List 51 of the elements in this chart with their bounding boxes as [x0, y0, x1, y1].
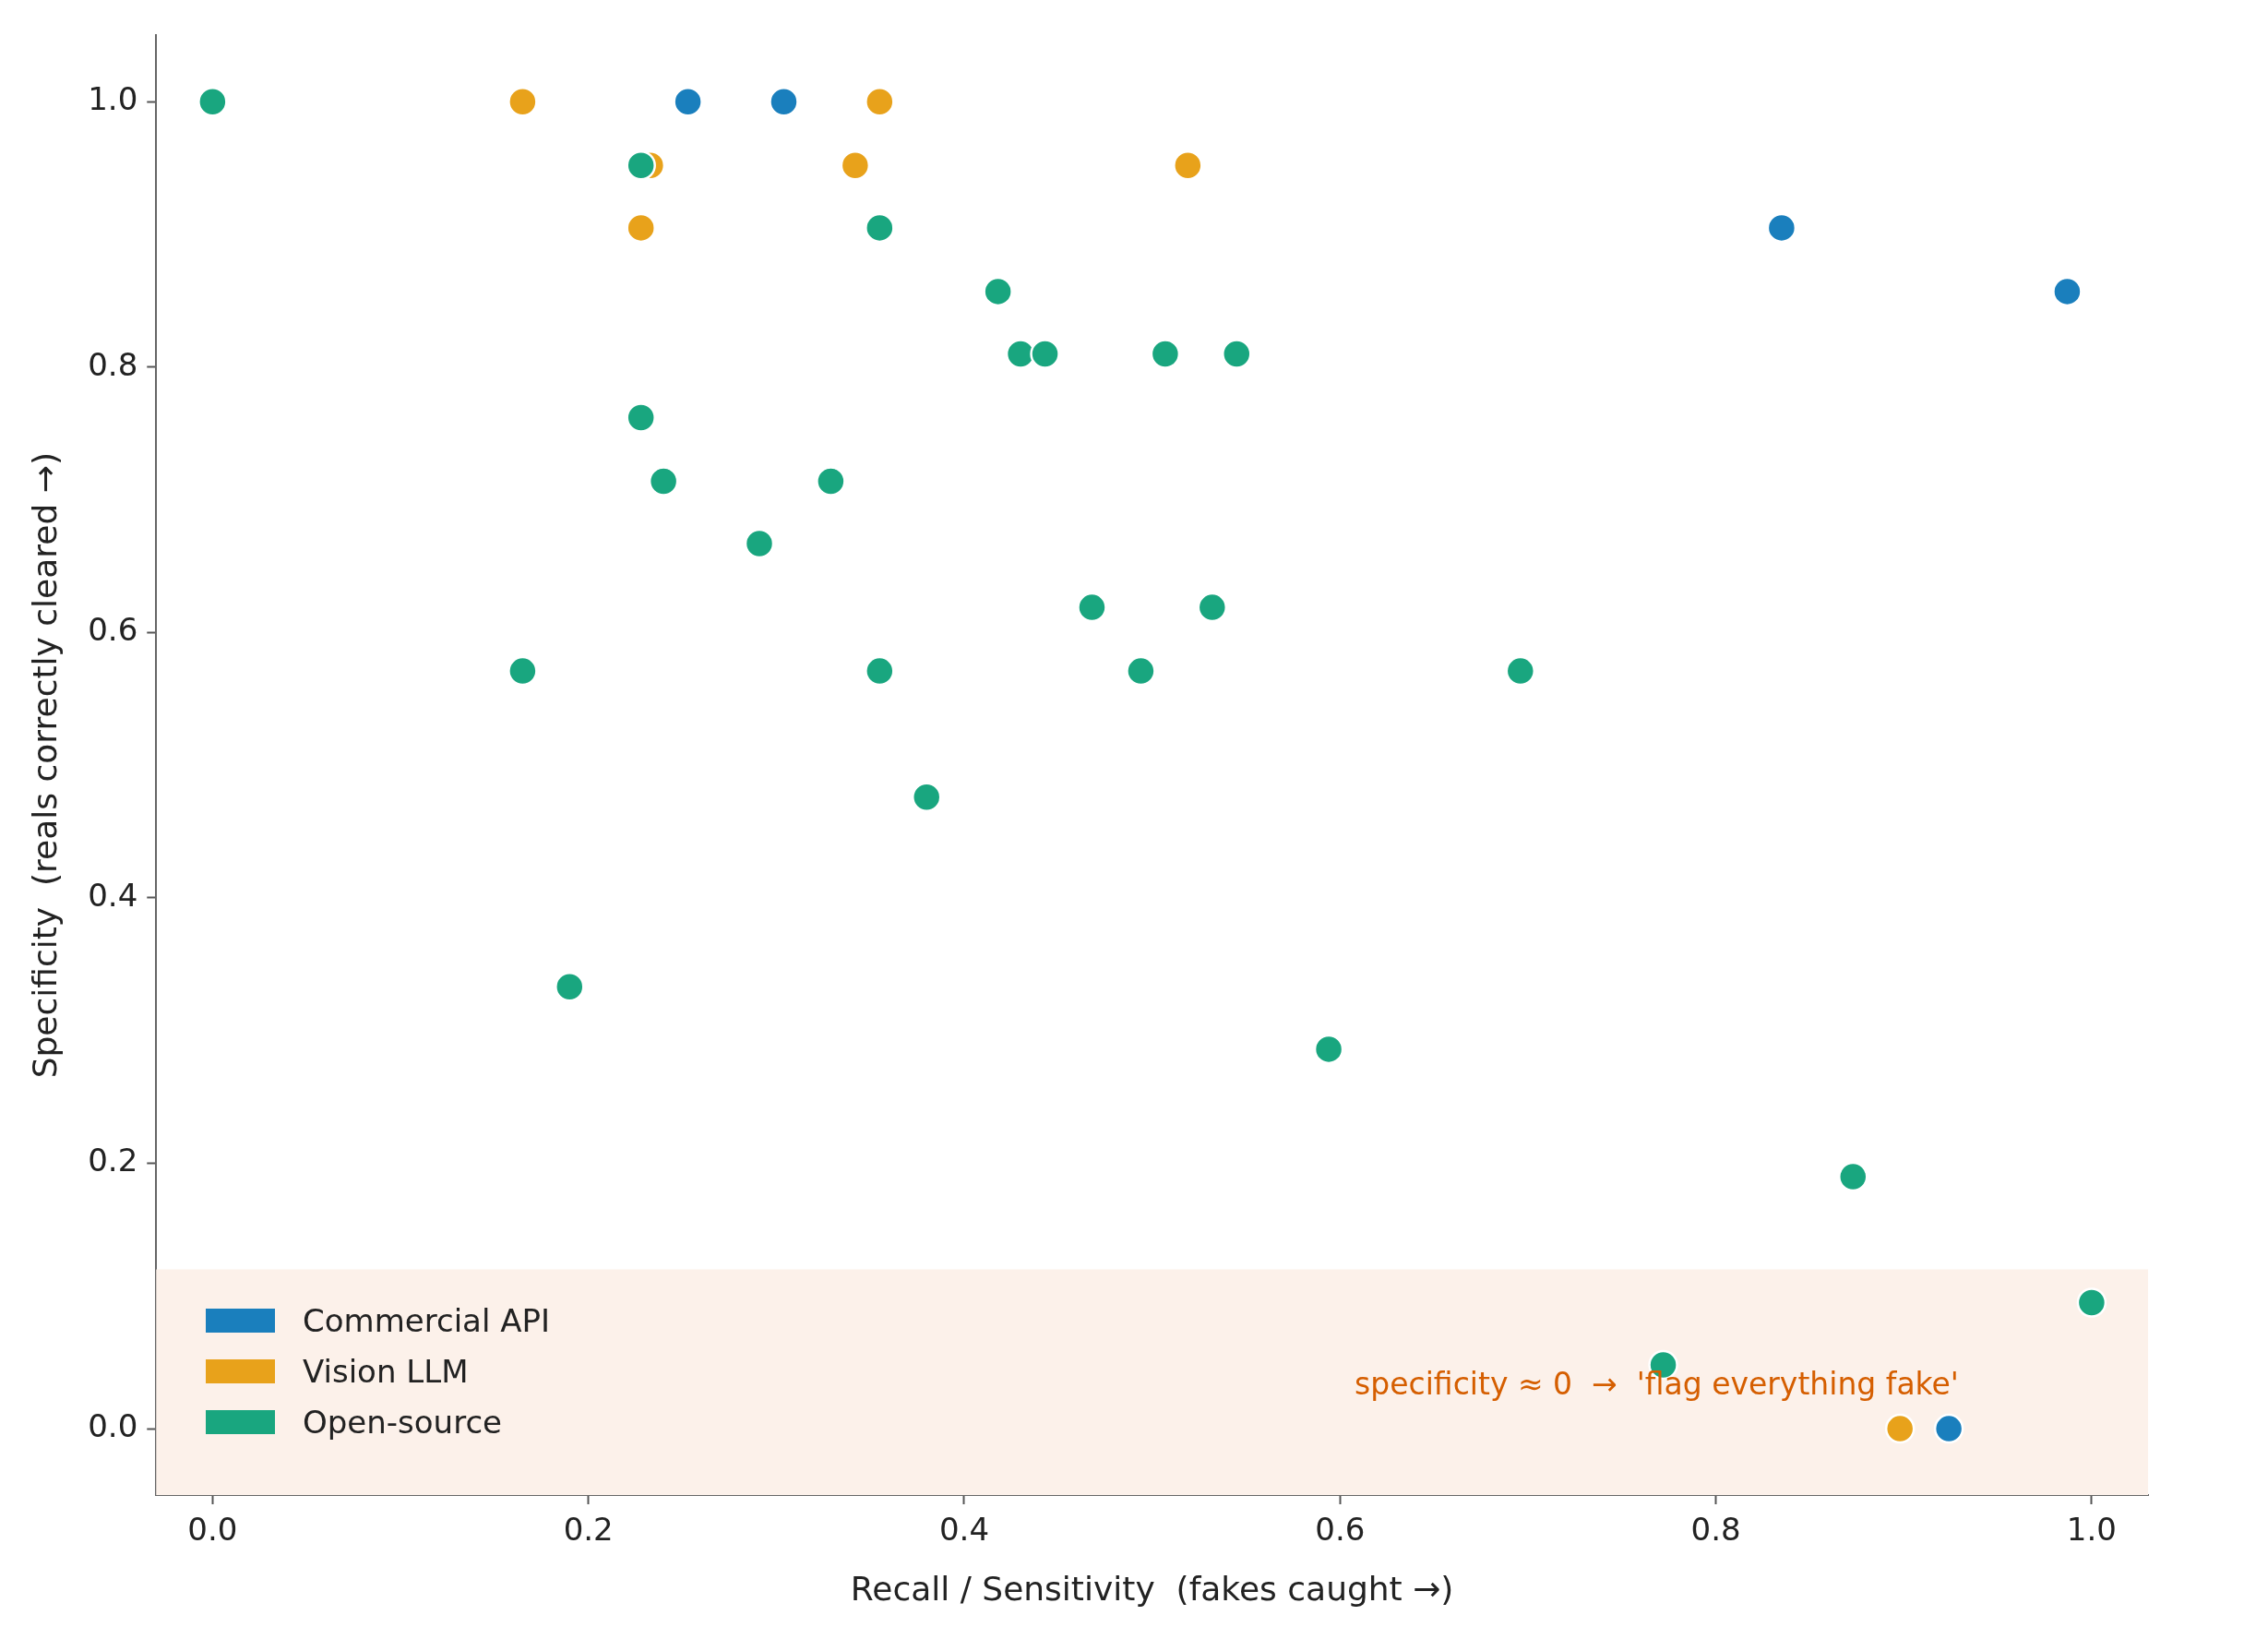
x-tick-label: 0.2 — [563, 1511, 614, 1549]
legend-label: Vision LLM — [303, 1352, 469, 1390]
point — [1766, 212, 1797, 244]
point — [626, 402, 656, 433]
point — [197, 87, 228, 117]
point — [1505, 655, 1536, 687]
y-axis-title: Specificity (reals correctly cleared →) — [25, 452, 64, 1079]
y-tick-label: 1.0 — [88, 80, 138, 118]
point — [2052, 276, 2083, 307]
point — [1222, 339, 1252, 369]
point — [1933, 1413, 1964, 1444]
legend-label: Open-source — [303, 1403, 502, 1441]
point — [1030, 339, 1060, 369]
point — [865, 212, 895, 244]
point — [865, 655, 895, 687]
x-tick-label: 0.6 — [1315, 1511, 1366, 1549]
point — [626, 212, 656, 244]
point — [2076, 1287, 2107, 1318]
y-tick-label: 0.0 — [88, 1406, 138, 1444]
point — [507, 655, 538, 687]
x-tick-label: 0.8 — [1690, 1511, 1741, 1549]
point — [1173, 150, 1203, 181]
point — [648, 466, 679, 496]
point — [626, 150, 656, 181]
point — [1197, 592, 1228, 623]
point — [865, 87, 895, 117]
y-tick-label: 0.6 — [88, 611, 138, 649]
x-axis-title: Recall / Sensitivity (fakes caught →) — [850, 1569, 1454, 1608]
legend-label: Commercial API — [303, 1301, 550, 1339]
point — [840, 150, 871, 181]
y-tick-label: 0.4 — [88, 876, 138, 914]
point — [1126, 655, 1156, 687]
band-label: specificity ≈ 0 → 'flag everything fake' — [1355, 1366, 1959, 1403]
point — [983, 276, 1013, 307]
point — [673, 87, 703, 117]
x-tick-label: 0.4 — [938, 1511, 990, 1549]
x-tick-label: 1.0 — [2066, 1511, 2117, 1549]
point — [1313, 1034, 1344, 1065]
point — [1884, 1413, 1916, 1444]
point — [1150, 339, 1181, 369]
point — [1838, 1161, 1868, 1192]
x-tick-label: 0.0 — [187, 1511, 238, 1549]
y-tick-label: 0.2 — [88, 1142, 138, 1179]
point — [816, 466, 846, 496]
point — [769, 87, 799, 117]
point — [507, 87, 538, 117]
point — [744, 528, 775, 559]
y-tick-label: 0.8 — [88, 345, 138, 383]
point — [1077, 592, 1107, 623]
point — [912, 782, 942, 812]
point — [555, 972, 585, 1002]
